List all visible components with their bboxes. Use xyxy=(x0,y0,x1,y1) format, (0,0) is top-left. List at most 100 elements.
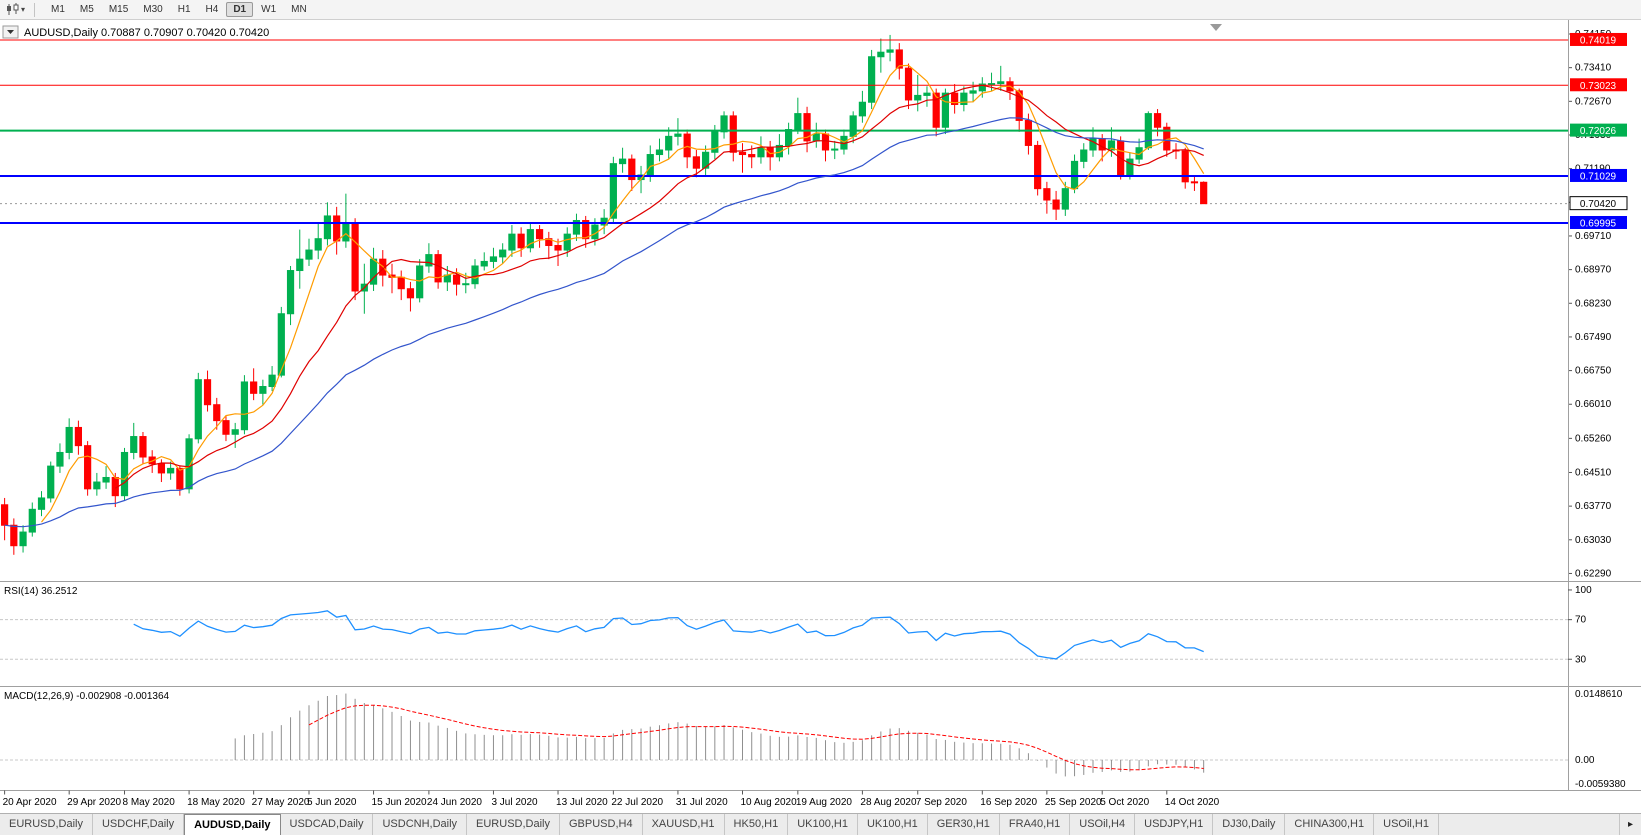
candle-body xyxy=(572,219,581,235)
timeframe-button-m15[interactable]: M15 xyxy=(102,2,135,17)
candle-body xyxy=(748,154,756,158)
candle-body xyxy=(868,56,876,103)
candle-body xyxy=(277,313,285,376)
candle-body xyxy=(84,445,92,490)
candle-body xyxy=(286,270,295,315)
timeframe-button-h1[interactable]: H1 xyxy=(171,2,198,17)
chart-tab-eurusd-daily[interactable]: EURUSD,Daily xyxy=(0,814,93,835)
timeframe-button-m30[interactable]: M30 xyxy=(136,2,169,17)
chevron-down-icon: ▾ xyxy=(21,4,26,14)
candle-body xyxy=(434,254,442,283)
date-label: 14 Oct 2020 xyxy=(1165,797,1220,808)
candle-body xyxy=(858,101,866,117)
date-label: 28 Aug 2020 xyxy=(860,797,917,808)
rsi-axis-label: 100 xyxy=(1575,585,1592,596)
timeframe-button-h4[interactable]: H4 xyxy=(199,2,226,17)
moving-average-13 xyxy=(114,84,1204,489)
date-label: 10 Aug 2020 xyxy=(740,797,797,808)
candle-body xyxy=(803,113,811,142)
chart-tab-usoil-h1[interactable]: USOil,H1 xyxy=(1374,814,1439,835)
candle-body xyxy=(1089,138,1097,151)
candle-body xyxy=(923,92,931,96)
candle-body xyxy=(997,81,1005,85)
chart-tab-usdchf-daily[interactable]: USDCHF,Daily xyxy=(92,814,185,835)
chart-tab-usoil-h4[interactable]: USOil,H4 xyxy=(1070,814,1136,835)
candle-body xyxy=(489,256,498,262)
candle-body xyxy=(1015,90,1023,121)
candle-body xyxy=(951,92,959,106)
candle-body xyxy=(406,288,415,299)
date-label: 25 Sep 2020 xyxy=(1045,797,1102,808)
chart-tab-eurusd-daily[interactable]: EURUSD,Daily xyxy=(467,814,560,835)
chart-tab-audusd-daily[interactable]: AUDUSD,Daily xyxy=(184,814,281,835)
candle-body xyxy=(582,219,590,240)
timeframe-button-w1[interactable]: W1 xyxy=(254,2,283,17)
candle-body xyxy=(674,133,682,137)
candle-body xyxy=(130,436,138,453)
candle-body xyxy=(231,429,239,435)
candle-body xyxy=(203,379,212,406)
chart-type-tool[interactable]: ▾ xyxy=(3,2,28,17)
chart-tab-xauusd-h1[interactable]: XAUUSD,H1 xyxy=(642,814,725,835)
candle-body xyxy=(296,258,304,272)
date-label: 3 Jul 2020 xyxy=(491,797,538,808)
candle-body xyxy=(176,467,184,490)
chart-tab-uk100-h1[interactable]: UK100,H1 xyxy=(788,814,858,835)
candle-body xyxy=(56,451,64,467)
candle-body xyxy=(102,476,110,483)
candle-body xyxy=(305,249,313,260)
candle-body xyxy=(499,249,507,258)
level-price-badge xyxy=(1570,32,1627,46)
date-label: 22 Jul 2020 xyxy=(611,797,663,808)
price-tick-label: 0.68230 xyxy=(1575,298,1612,309)
rsi-line xyxy=(133,610,1204,660)
candle-body xyxy=(268,374,276,388)
price-tick-label: 0.67490 xyxy=(1575,332,1612,343)
chart-tab-ger30-h1[interactable]: GER30,H1 xyxy=(927,814,1000,835)
candle-body xyxy=(665,135,673,151)
candle-body xyxy=(904,67,913,101)
macd-pane-title: MACD(12,26,9) -0.002908 -0.001364 xyxy=(4,691,170,702)
chart-tab-usdcad-daily[interactable]: USDCAD,Daily xyxy=(280,814,374,835)
chart-canvas[interactable]: 0.741500.734100.726700.719300.711900.704… xyxy=(0,20,1641,813)
level-price-badge xyxy=(1570,168,1627,182)
timeframe-button-m5[interactable]: M5 xyxy=(73,2,101,17)
candle-body xyxy=(886,49,894,53)
chart-tab-gbpusd-h4[interactable]: GBPUSD,H4 xyxy=(560,814,643,835)
candle-body xyxy=(1181,150,1189,183)
timeframe-button-m1[interactable]: M1 xyxy=(44,2,72,17)
date-label: 27 May 2020 xyxy=(252,797,310,808)
toolbar-separator xyxy=(34,2,36,17)
candle-body xyxy=(222,420,230,435)
candle-body xyxy=(74,426,83,447)
chart-tab-china300-h1[interactable]: CHINA300,H1 xyxy=(1285,814,1375,835)
candle-body xyxy=(185,438,193,490)
candle-body xyxy=(711,131,719,153)
candle-body xyxy=(1080,149,1088,162)
candle-body xyxy=(738,151,747,156)
chart-tab-fra40-h1[interactable]: FRA40,H1 xyxy=(999,814,1071,835)
candle-body xyxy=(452,274,461,285)
timeframe-button-mn[interactable]: MN xyxy=(284,2,314,17)
timeframe-button-d1[interactable]: D1 xyxy=(226,2,254,17)
macd-signal-line xyxy=(308,704,1204,771)
chart-tab-dj30-daily[interactable]: DJ30,Daily xyxy=(1213,814,1286,835)
candle-body xyxy=(333,215,341,242)
candle-body xyxy=(1024,119,1033,146)
tab-scroll-right-button[interactable]: ▸ xyxy=(1619,814,1641,835)
chart-tab-usdjpy-h1[interactable]: USDJPY,H1 xyxy=(1135,814,1214,835)
macd-axis-label: -0.0059380 xyxy=(1575,779,1626,790)
candle-body xyxy=(960,92,968,106)
candle-body xyxy=(194,379,202,440)
candle-body xyxy=(941,92,950,128)
candle-body xyxy=(628,158,636,181)
price-tick-label: 0.66750 xyxy=(1575,366,1612,377)
chart-tab-hk50-h1[interactable]: HK50,H1 xyxy=(724,814,789,835)
candle-body xyxy=(416,265,424,299)
candle-body xyxy=(1190,181,1199,184)
price-tick-label: 0.68970 xyxy=(1575,265,1612,276)
chart-tab-usdcnh-daily[interactable]: USDCNH,Daily xyxy=(373,814,468,835)
candle-body xyxy=(683,133,691,158)
chart-tab-uk100-h1[interactable]: UK100,H1 xyxy=(857,814,928,835)
